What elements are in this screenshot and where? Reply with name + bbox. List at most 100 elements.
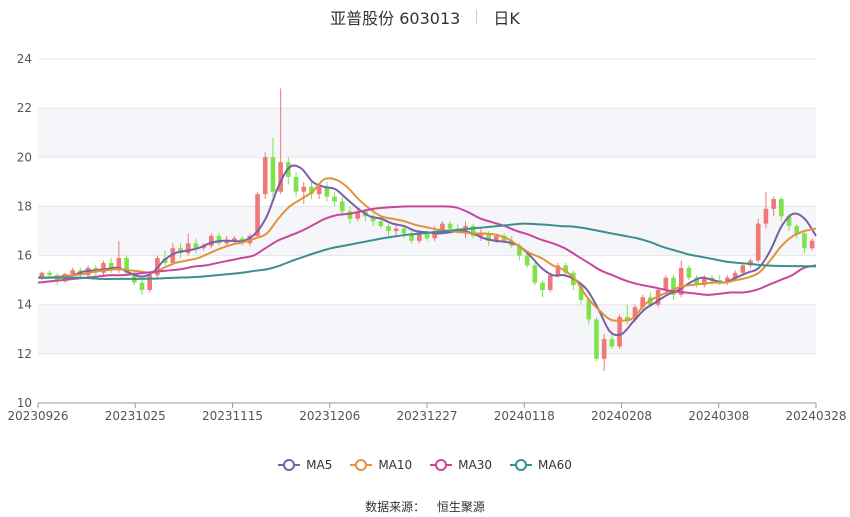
- series-line-ma60: [38, 222, 817, 280]
- candle-body: [524, 255, 530, 266]
- candle-body: [586, 299, 592, 320]
- candle-body: [809, 240, 815, 249]
- candle-body: [763, 208, 769, 224]
- legend-marker-ma60: [510, 459, 533, 471]
- legend-item-ma10[interactable]: MA10: [350, 458, 412, 472]
- candle-body: [293, 176, 299, 192]
- candle-body: [262, 157, 268, 195]
- candle-body: [347, 211, 353, 219]
- candle-body: [794, 226, 800, 234]
- candle-body: [632, 307, 638, 320]
- candle-body: [224, 240, 230, 244]
- legend-label-ma60: MA60: [538, 458, 572, 472]
- candle-body: [309, 186, 314, 195]
- candle-body: [470, 226, 476, 236]
- candle-body: [478, 233, 484, 236]
- y-tick-label: 16: [17, 249, 32, 263]
- candle-body: [694, 277, 699, 286]
- candle-body: [624, 317, 630, 320]
- chart-legend: MA5 MA10 MA30 MA60: [0, 458, 850, 472]
- candle-body: [216, 235, 222, 244]
- candle-body: [501, 235, 507, 241]
- candle-body: [447, 223, 453, 229]
- candle-body: [278, 162, 283, 192]
- candle-body: [139, 282, 145, 290]
- candle-body: [663, 277, 669, 290]
- candle-body: [316, 186, 322, 195]
- candle-body: [547, 275, 553, 290]
- legend-item-ma60[interactable]: MA60: [510, 458, 572, 472]
- x-tick-label: 20240308: [688, 409, 749, 423]
- y-tick-label: 24: [17, 52, 32, 66]
- candle-body: [70, 270, 75, 274]
- candle-body: [594, 319, 599, 359]
- source-label: 数据来源：: [365, 500, 426, 514]
- candle-body: [532, 265, 538, 283]
- candle-body: [147, 275, 153, 290]
- x-tick-label: 20231206: [299, 409, 360, 423]
- legend-label-ma30: MA30: [458, 458, 493, 472]
- x-tick-label: 20231025: [105, 409, 166, 423]
- candle-body: [563, 265, 568, 273]
- legend-marker-ma5: [278, 459, 301, 471]
- x-tick-label: 20240118: [494, 409, 555, 423]
- candle-body: [47, 272, 52, 276]
- candle-body: [732, 272, 738, 278]
- candle-body: [578, 285, 584, 300]
- legend-label-ma5: MA5: [306, 458, 333, 472]
- candle-body: [232, 238, 237, 241]
- series-line-ma30: [37, 205, 817, 296]
- candle-body: [802, 233, 807, 249]
- y-tick-label: 12: [17, 347, 32, 361]
- candle-body: [339, 201, 345, 212]
- candle-body: [609, 339, 615, 347]
- legend-label-ma10: MA10: [378, 458, 413, 472]
- candle-body: [324, 186, 330, 197]
- candle-body: [725, 277, 730, 283]
- candle-body: [771, 199, 776, 209]
- legend-marker-ma10: [350, 459, 373, 471]
- data-source: 数据来源： 恒生聚源: [0, 498, 850, 515]
- legend-item-ma5[interactable]: MA5: [278, 458, 332, 472]
- legend-item-ma30[interactable]: MA30: [430, 458, 492, 472]
- candle-body: [686, 267, 692, 278]
- y-tick-label: 22: [17, 101, 32, 115]
- candle-body: [440, 223, 445, 231]
- candle-body: [555, 265, 561, 276]
- chart-title: 亚普股份 603013: [330, 9, 461, 28]
- candle-body: [748, 260, 753, 266]
- candle-body: [393, 228, 399, 231]
- candle-body: [255, 194, 260, 236]
- candle-body: [416, 233, 422, 241]
- candle-body: [755, 223, 761, 261]
- y-tick-label: 18: [17, 199, 32, 213]
- x-tick-label: 20230926: [7, 409, 68, 423]
- y-tick-label: 14: [17, 298, 32, 312]
- candle-body: [486, 233, 491, 241]
- grid-band: [38, 304, 816, 354]
- x-tick-label: 20240328: [785, 409, 846, 423]
- title-divider: [476, 10, 478, 24]
- candle-body: [655, 289, 661, 305]
- candle-body: [678, 267, 684, 295]
- y-tick-label: 20: [17, 150, 32, 164]
- candle-body: [301, 186, 307, 192]
- x-tick-label: 20231115: [202, 409, 263, 423]
- candle-body: [517, 245, 522, 256]
- candle-body: [386, 226, 391, 231]
- candle-body: [178, 248, 183, 254]
- x-tick-label: 20231227: [396, 409, 457, 423]
- candle-body: [378, 221, 384, 227]
- grid-band: [38, 108, 816, 158]
- candle-body: [640, 297, 645, 308]
- candle-body: [671, 277, 676, 295]
- candle-body: [409, 233, 414, 241]
- candle-body: [701, 277, 707, 286]
- candle-body: [432, 231, 438, 239]
- source-value: 恒生聚源: [436, 500, 485, 514]
- chart-header: 亚普股份 603013 日K: [0, 6, 850, 28]
- candle-body: [332, 196, 337, 202]
- candle-body: [540, 282, 545, 290]
- candle-body: [786, 216, 792, 227]
